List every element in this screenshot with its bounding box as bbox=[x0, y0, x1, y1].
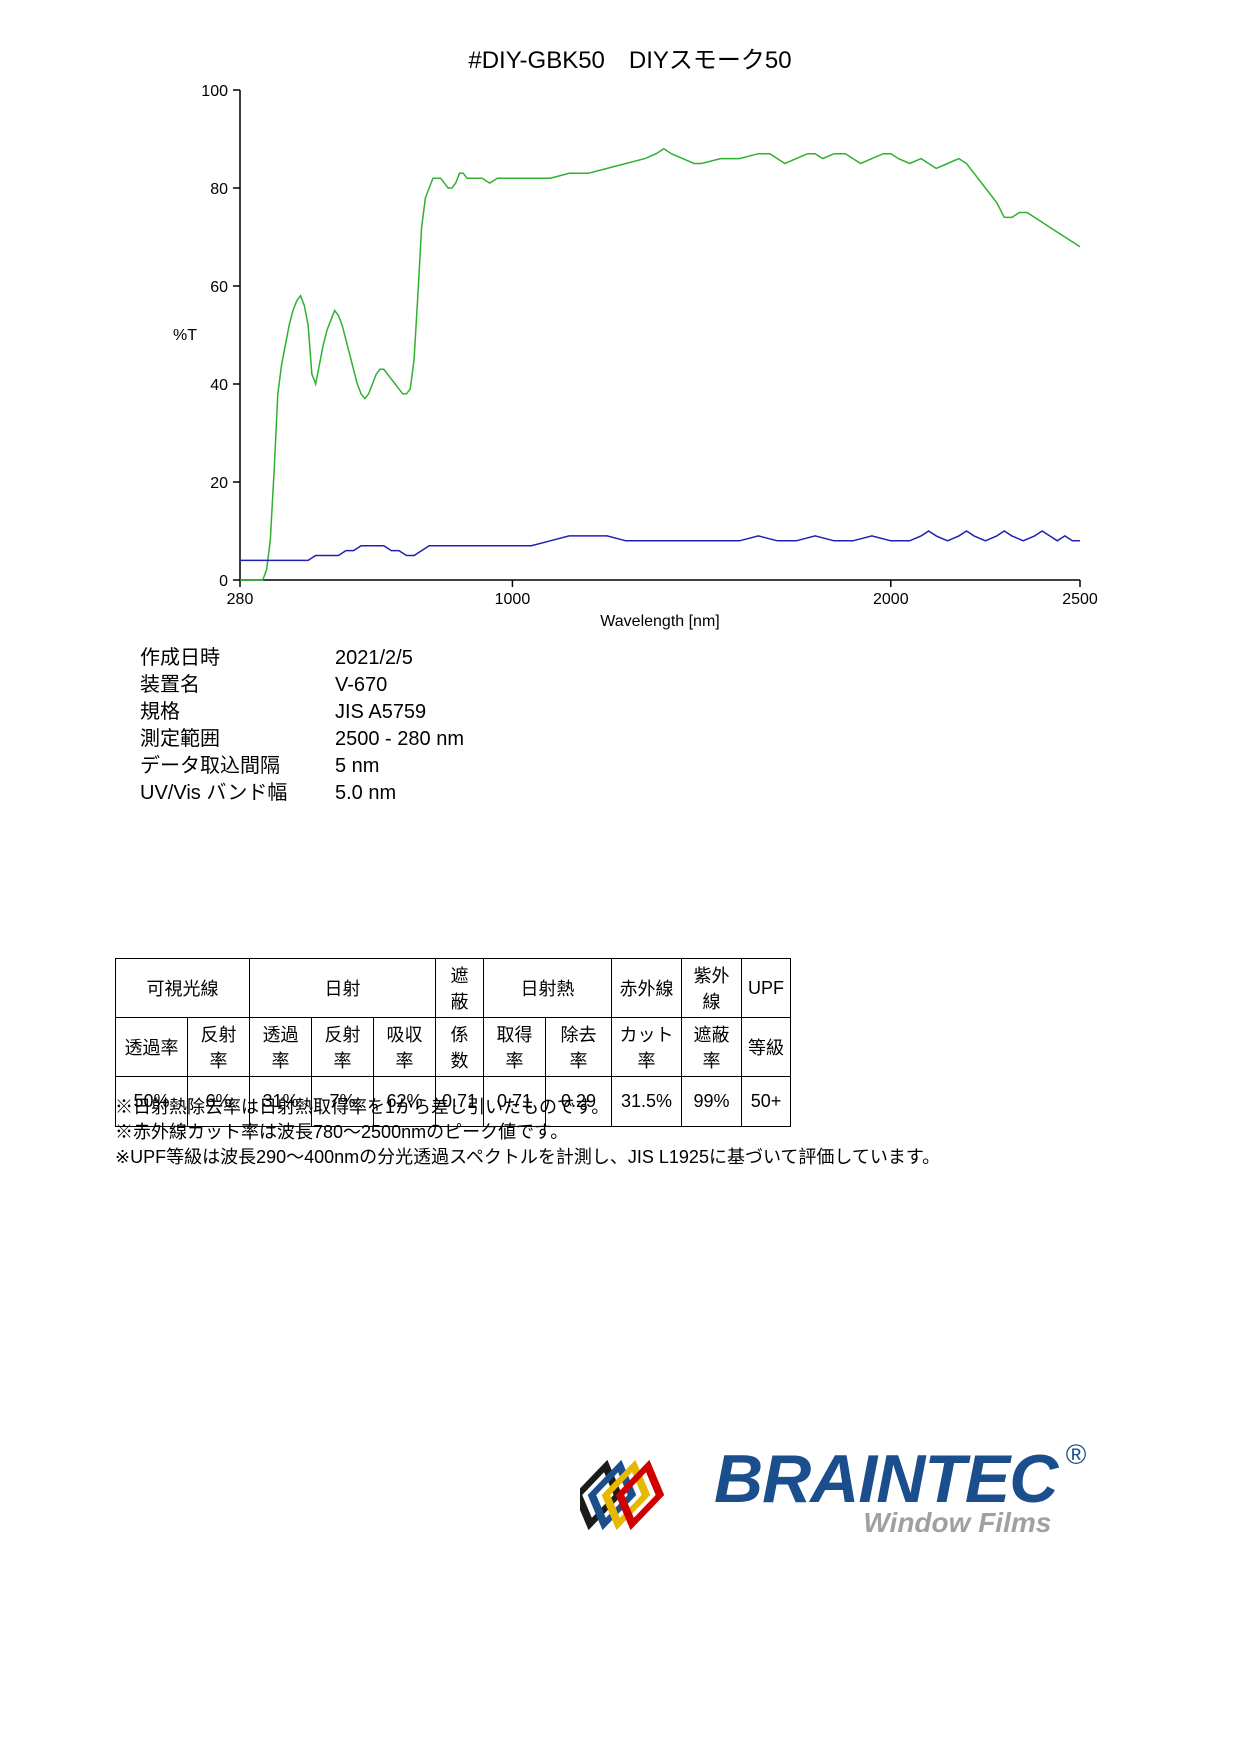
svg-text:40: 40 bbox=[210, 377, 228, 394]
logo-brand-text: BRAINTEC® bbox=[714, 1451, 1057, 1509]
metadata-label: 作成日時 bbox=[140, 645, 335, 672]
svg-text:280: 280 bbox=[227, 591, 254, 608]
metadata-value: JIS A5759 bbox=[335, 699, 426, 726]
table-column-header: 遮蔽率 bbox=[682, 1018, 742, 1077]
metadata-label: UV/Vis バンド幅 bbox=[140, 780, 335, 807]
metadata-block: 作成日時2021/2/5装置名V-670規格JIS A5759測定範囲2500 … bbox=[140, 645, 464, 807]
metadata-value: 2021/2/5 bbox=[335, 645, 413, 672]
svg-text:100: 100 bbox=[201, 83, 228, 100]
metadata-row: 装置名V-670 bbox=[140, 672, 464, 699]
metadata-row: UV/Vis バンド幅5.0 nm bbox=[140, 780, 464, 807]
table-group-header: 日射 bbox=[250, 959, 436, 1018]
table-column-header: 係数 bbox=[436, 1018, 484, 1077]
table-column-header: 透過率 bbox=[250, 1018, 312, 1077]
table-group-header: 遮蔽 bbox=[436, 959, 484, 1018]
table-group-header: 可視光線 bbox=[116, 959, 250, 1018]
metadata-value: 5.0 nm bbox=[335, 780, 396, 807]
brand-logo: BRAINTEC® Window Films bbox=[580, 1450, 1140, 1540]
chart-title: #DIY-GBK50 DIYスモーク50 bbox=[140, 40, 1120, 75]
footnotes: ※日射熱除去率は日射熱取得率を1から差し引いたものです。※赤外線カット率は波長7… bbox=[115, 1095, 940, 1171]
metadata-row: 作成日時2021/2/5 bbox=[140, 645, 464, 672]
metadata-label: 規格 bbox=[140, 699, 335, 726]
metadata-row: データ取込間隔5 nm bbox=[140, 753, 464, 780]
logo-icon bbox=[580, 1450, 700, 1540]
metadata-row: 規格JIS A5759 bbox=[140, 699, 464, 726]
svg-text:20: 20 bbox=[210, 475, 228, 492]
metadata-label: 装置名 bbox=[140, 672, 335, 699]
svg-text:2000: 2000 bbox=[873, 591, 909, 608]
metadata-label: データ取込間隔 bbox=[140, 753, 335, 780]
table-column-header: 取得率 bbox=[484, 1018, 546, 1077]
table-column-header: 反射率 bbox=[312, 1018, 374, 1077]
svg-text:60: 60 bbox=[210, 279, 228, 296]
spectral-chart: #DIY-GBK50 DIYスモーク50 0 20 40 60 80 100 %T 280 10… bbox=[140, 40, 1120, 640]
table-column-header: カット率 bbox=[612, 1018, 682, 1077]
footnote-line: ※日射熱除去率は日射熱取得率を1から差し引いたものです。 bbox=[115, 1095, 940, 1120]
svg-text:%T: %T bbox=[173, 327, 197, 344]
metadata-value: 5 nm bbox=[335, 753, 379, 780]
chart-plot: 0 20 40 60 80 100 %T 280 1000 2000 2500 Wavelength … bbox=[160, 80, 1100, 640]
metadata-value: V-670 bbox=[335, 672, 387, 699]
footnote-line: ※UPF等級は波長290～400nmの分光透過スペクトルを計測し、JIS L19… bbox=[115, 1145, 940, 1170]
logo-reg-mark: ® bbox=[1066, 1443, 1086, 1467]
metadata-label: 測定範囲 bbox=[140, 726, 335, 753]
svg-text:2500: 2500 bbox=[1062, 591, 1098, 608]
svg-text:80: 80 bbox=[210, 181, 228, 198]
footnote-line: ※赤外線カット率は波長780～2500nmのピーク値です。 bbox=[115, 1120, 940, 1145]
table-column-header: 透過率 bbox=[116, 1018, 188, 1077]
metadata-value: 2500 - 280 nm bbox=[335, 726, 464, 753]
svg-text:Wavelength [nm]: Wavelength [nm] bbox=[600, 613, 719, 630]
table-column-header: 等級 bbox=[742, 1018, 791, 1077]
table-column-header: 反射率 bbox=[188, 1018, 250, 1077]
svg-text:1000: 1000 bbox=[495, 591, 531, 608]
table-column-header: 除去率 bbox=[546, 1018, 612, 1077]
table-column-header: 吸収率 bbox=[374, 1018, 436, 1077]
table-group-header: UPF bbox=[742, 959, 791, 1018]
table-group-header: 紫外線 bbox=[682, 959, 742, 1018]
table-group-header: 日射熱 bbox=[484, 959, 612, 1018]
metadata-row: 測定範囲2500 - 280 nm bbox=[140, 726, 464, 753]
table-group-header: 赤外線 bbox=[612, 959, 682, 1018]
svg-text:0: 0 bbox=[219, 573, 228, 590]
